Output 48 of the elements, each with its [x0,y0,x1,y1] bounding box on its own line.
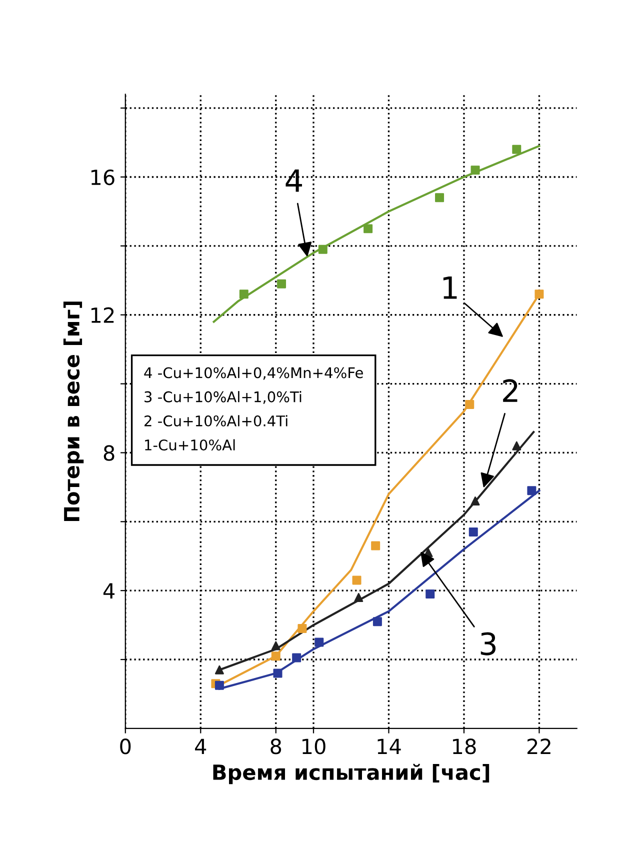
x-tick-label: 10 [302,738,326,754]
point [271,641,280,650]
point [354,592,364,602]
annotation: 1-Cu+10%Al [145,439,235,451]
x-tick-label: 14 [378,738,401,754]
annotation: 1 [443,276,457,299]
point [468,527,478,536]
point [534,290,544,299]
point [527,486,536,496]
point [512,144,522,154]
point [273,668,282,678]
x-tick-label: 0 [120,738,131,754]
point [277,279,286,288]
y-tick-label: 16 [91,169,114,186]
annotation: 3 [480,632,496,656]
annotation: 2 [503,379,518,402]
x-tick-label: 18 [453,738,476,754]
point [298,624,307,633]
x-tick-label: 22 [527,738,550,754]
point [292,653,302,662]
point [465,400,474,409]
point [214,665,224,674]
point [371,541,380,550]
point [271,652,280,661]
x-tick-label: 8 [270,738,282,754]
y-axis-title: Потери в весе [мг] [63,302,84,522]
point [239,290,248,299]
annotation: 4 -Cu+10%Al+0,4%Mn+4%Fe [144,366,363,380]
y-tick-label: 12 [91,307,114,323]
point [470,496,480,506]
x-tick-label: 4 [195,738,206,754]
point [318,244,328,254]
point [435,193,444,202]
y-tick-label: 4 [103,583,115,598]
line-series [212,144,540,323]
point [470,166,480,175]
point [372,617,382,626]
annotation: 3 -Cu+10%Al+1,0%Ti [144,391,302,404]
point [314,638,324,647]
point [364,224,373,234]
point [512,441,522,450]
point [426,590,435,599]
annotation: 4 [286,169,302,192]
point [352,576,362,585]
annotation: 2 -Cu+10%Al+0.4Ti [144,415,288,426]
x-axis-title: Время испытаний [час] [213,764,490,784]
y-tick-label: 8 [104,445,114,461]
point [214,680,224,690]
